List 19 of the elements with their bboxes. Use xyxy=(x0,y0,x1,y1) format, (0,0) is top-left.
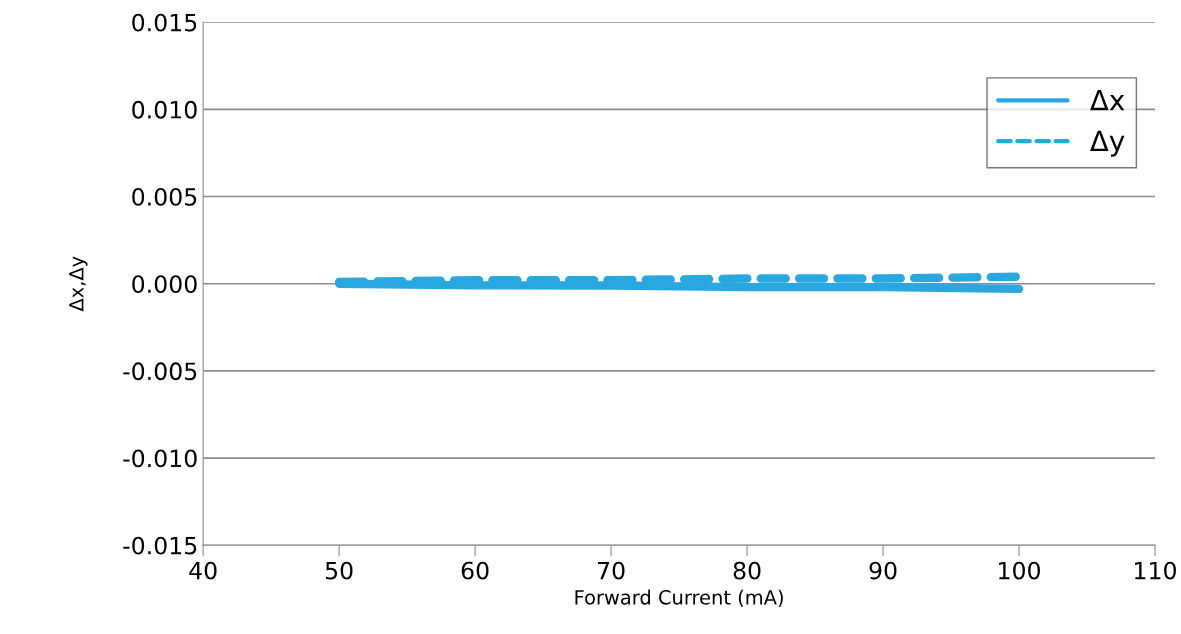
x-tick-label: 80 xyxy=(733,561,761,580)
x-axis-title: Forward Current (mA) xyxy=(575,589,783,607)
y-tick-label: 0.000 xyxy=(132,275,197,294)
y-tick-label: 0.010 xyxy=(132,100,197,119)
y-tick-label: 0.005 xyxy=(132,187,197,206)
y-tick-label: -0.010 xyxy=(123,449,197,468)
y-axis-title: Δx,Δy xyxy=(69,256,88,312)
x-tick-label: 40 xyxy=(189,561,217,580)
x-tick-label: 90 xyxy=(869,561,897,580)
x-tick-label: 50 xyxy=(325,561,353,580)
legend-label: Δy xyxy=(1090,130,1125,157)
legend-label: Δx xyxy=(1090,89,1125,111)
y-tick-label: 0.015 xyxy=(132,13,197,32)
x-tick-label: 60 xyxy=(461,561,489,580)
y-tick-label: -0.005 xyxy=(123,362,197,381)
x-tick-label: 100 xyxy=(999,561,1040,580)
x-tick-label: 70 xyxy=(598,561,625,580)
x-tick-label: 110 xyxy=(1135,561,1176,580)
y-tick-label: -0.015 xyxy=(123,536,197,555)
